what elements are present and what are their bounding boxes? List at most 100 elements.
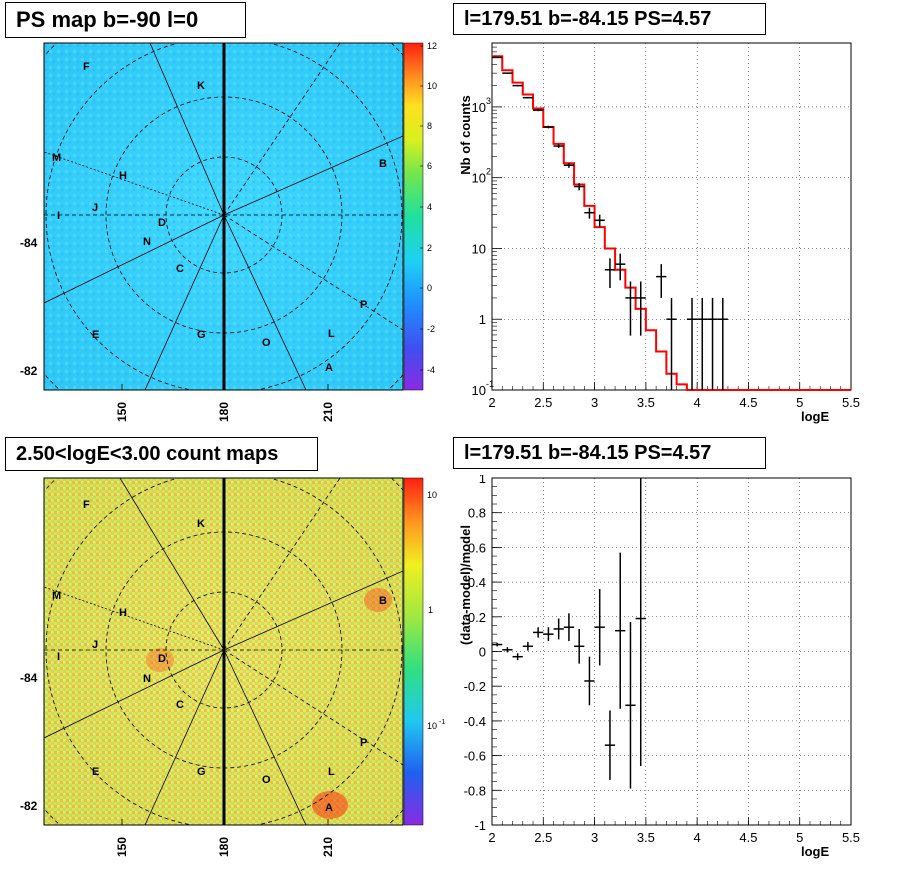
spectrum-x-tick: 3.5 [637, 395, 655, 410]
ps-colorbar-tick: 2 [427, 243, 432, 253]
residual-data-point [604, 710, 616, 780]
residual-x-tick: 2.5 [534, 830, 552, 845]
bottom-left-title-text: 2.50<logE<3.00 count maps [16, 442, 279, 465]
spectrum-x-tick: 2 [488, 395, 495, 410]
ps-map-region-a: A [325, 362, 333, 374]
spectrum-x-tick: 4.5 [739, 395, 757, 410]
residual-data-point [492, 642, 503, 647]
count-map-region-f: F [83, 499, 90, 511]
spectrum-data-point [666, 297, 677, 390]
lon-label: 150 [115, 402, 129, 422]
ps-map-region-k: K [197, 80, 205, 92]
lon-label: 150 [115, 837, 129, 857]
ps-map-region-o: O [262, 337, 271, 349]
residual-data-point [584, 656, 595, 706]
count-meridian-3 [44, 649, 225, 739]
spectrum-y-tick: 10 [472, 171, 486, 186]
spectrum-x-axis-label: logE [801, 409, 829, 424]
spectrum-data-point [574, 183, 585, 191]
spectrum-data-point [635, 281, 646, 336]
residual-x-tick: 3 [591, 830, 598, 845]
ps-colorbar-tick: 6 [427, 161, 432, 171]
ps-colorbar-tick: 12 [427, 41, 437, 51]
spectrum-data-point [594, 214, 605, 228]
meridian-4 [144, 214, 225, 390]
ps-map-region-i: I [57, 210, 60, 222]
count-meridian-5 [223, 649, 307, 825]
spectrum-x-tick: 5 [796, 395, 803, 410]
top-right-title: l=179.51 b=-84.15 PS=4.57 [453, 3, 766, 35]
ps-sky-map: A B C D E F G H I J K L M N O P 12 10 8 6 4 2 0 -2 -4 -84 -82 15… [20, 41, 437, 422]
residual-frame [491, 477, 852, 826]
residual-data-point [533, 627, 544, 638]
ps-map-region-e: E [92, 329, 99, 341]
lat-label: -84 [20, 236, 38, 250]
ps-map-region-d: D [158, 217, 166, 229]
spectrum-data-point [502, 72, 513, 74]
residual-x-tick: 5 [796, 830, 803, 845]
ps-colorbar-tick: 10 [427, 81, 437, 91]
ps-map-region-g: G [197, 329, 206, 341]
ps-map-region-n: N [143, 236, 151, 248]
count-map-region-k: K [197, 518, 205, 530]
residual-x-tick: 5.5 [842, 830, 860, 845]
ps-colorbar-tick: 4 [427, 202, 432, 212]
count-map-region-h: H [119, 607, 127, 619]
count-colorbar-tick: 1 [428, 605, 433, 615]
count-map-region-p: P [360, 737, 367, 749]
count-map-region-e: E [92, 766, 99, 778]
spectrum-data-point [625, 281, 636, 336]
spectrum-data-point [553, 144, 564, 148]
spectrum-data-point [512, 84, 523, 87]
residual-y-tick: -0.6 [464, 749, 486, 764]
spectrum-data-point [656, 264, 667, 298]
spectrum-y-tick-exponent: 2 [486, 167, 491, 177]
spectrum-data-point [615, 253, 626, 281]
count-map-region-l: L [328, 766, 335, 778]
spectrum-data-point [533, 109, 544, 112]
residual-y-tick: -1 [474, 818, 486, 833]
residual-y-tick: 0.2 [468, 610, 486, 625]
spectrum-data-point [563, 162, 575, 168]
residual-chart: 2 2.5 3 3.5 4 4.5 5 5.5 -1 -0.8 -0.6 -0.4 -0.2 0 0.2 0.… [458, 475, 860, 859]
hotspot-d [146, 648, 174, 672]
ps-map-region-c: C [176, 263, 184, 275]
count-map-region-a: A [325, 802, 333, 814]
residual-data-point [522, 641, 534, 651]
lon-label: 210 [321, 402, 335, 422]
spectrum-data-point [522, 96, 534, 99]
ps-map-region-m: M [52, 152, 61, 164]
residual-x-tick: 3.5 [637, 830, 655, 845]
count-meridian-8 [223, 649, 403, 766]
ps-map-region-j: J [92, 202, 98, 214]
ps-colorbar-tick: 0 [427, 283, 432, 293]
residual-data-point [625, 622, 636, 789]
hotspot-b [364, 588, 392, 612]
residual-data-point [563, 613, 575, 642]
lat-label: -84 [20, 671, 38, 685]
hotspot-a [312, 791, 348, 819]
top-left-title-text: PS map b=-90 l=0 [16, 7, 199, 32]
residual-data-point [553, 618, 564, 640]
count-colorbar-tick: 10 [427, 490, 437, 500]
ps-map-region-b: B [379, 158, 387, 170]
spectrum-y-axis-label: Nb of counts [458, 95, 473, 174]
residual-data-point [512, 653, 523, 661]
count-map-region-n: N [143, 673, 151, 685]
spectrum-x-tick: 5.5 [842, 395, 860, 410]
meridian-3 [44, 214, 225, 304]
residual-data-point [594, 589, 605, 666]
spectrum-y-tick: 1 [479, 312, 486, 327]
meridian-2 [223, 135, 403, 216]
residual-x-tick: 2 [488, 830, 495, 845]
count-map-region-o: O [262, 774, 271, 786]
model-step-line [492, 55, 851, 391]
residual-y-tick: -0.2 [464, 679, 486, 694]
lat-label: -82 [20, 364, 38, 378]
residual-x-axis-label: logE [801, 844, 829, 859]
residual-y-tick: -0.8 [464, 783, 486, 798]
spectrum-data-point [543, 125, 554, 129]
meridian-8 [223, 214, 403, 331]
spectrum-y-tick: 10 [472, 241, 486, 256]
